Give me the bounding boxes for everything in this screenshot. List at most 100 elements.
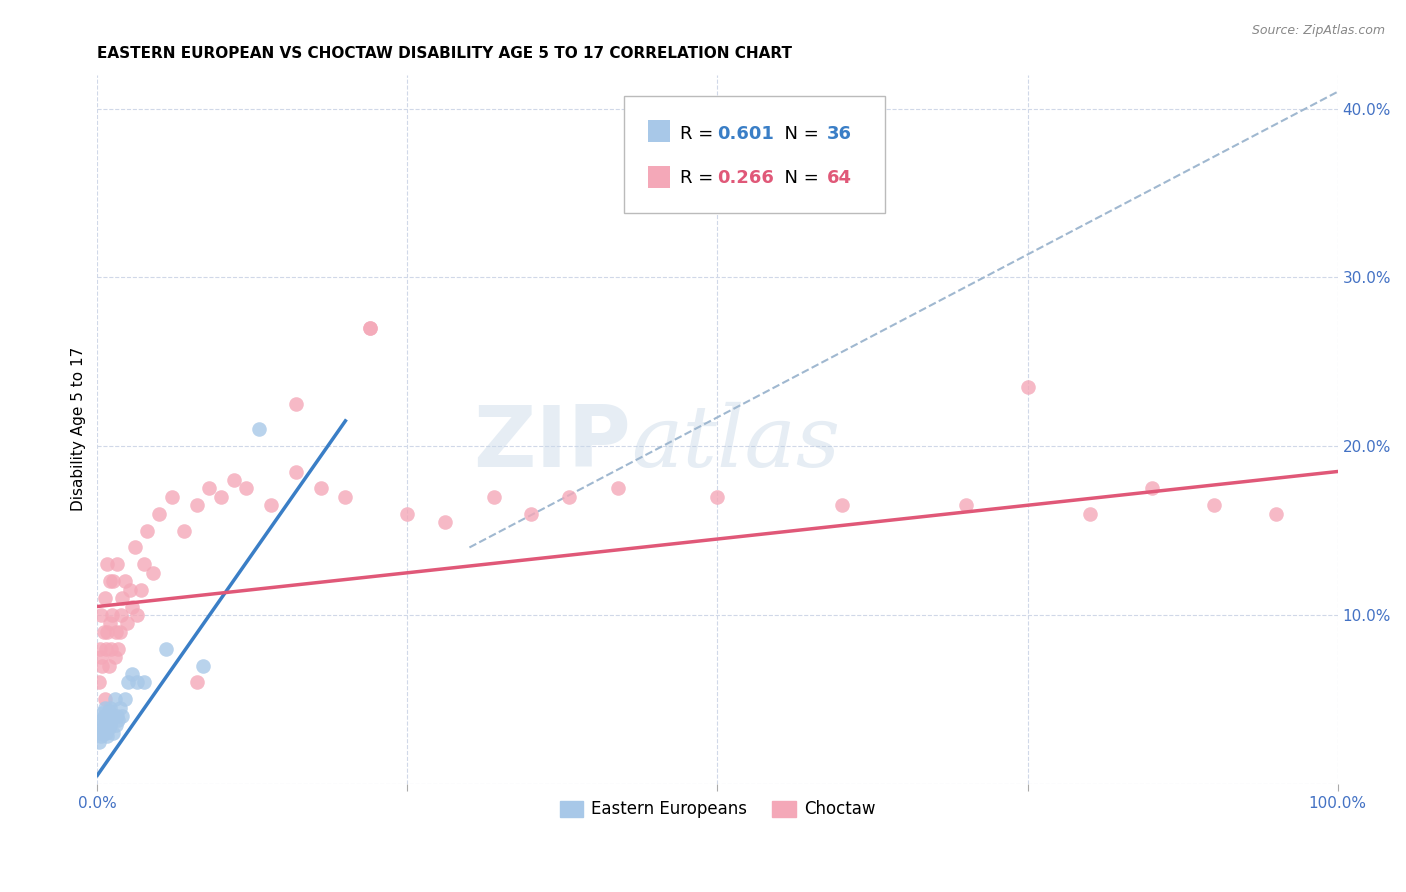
- Point: [104, 717, 127, 731]
- Point: [198, 482, 221, 496]
- Point: [111, 591, 134, 605]
- FancyBboxPatch shape: [648, 120, 671, 142]
- Point: [91, 706, 114, 720]
- Point: [309, 482, 332, 496]
- Point: [134, 558, 156, 572]
- Point: [89, 726, 111, 740]
- Point: [222, 473, 245, 487]
- Point: [94, 717, 117, 731]
- Point: [93, 624, 115, 639]
- Point: [90, 713, 112, 727]
- Point: [1202, 498, 1225, 512]
- Point: [101, 607, 124, 622]
- Text: R =: R =: [681, 169, 720, 186]
- Point: [105, 558, 128, 572]
- Point: [104, 650, 127, 665]
- Text: ZIP: ZIP: [472, 402, 631, 485]
- Point: [110, 607, 132, 622]
- Point: [484, 490, 506, 504]
- Point: [97, 721, 120, 735]
- Point: [121, 599, 143, 614]
- Point: [118, 582, 141, 597]
- Point: [117, 675, 139, 690]
- Point: [359, 321, 381, 335]
- Point: [433, 515, 456, 529]
- Point: [173, 524, 195, 538]
- Y-axis label: Disability Age 5 to 17: Disability Age 5 to 17: [72, 347, 86, 511]
- Point: [235, 482, 257, 496]
- Point: [155, 641, 177, 656]
- Text: R =: R =: [681, 126, 720, 144]
- Point: [108, 700, 131, 714]
- Point: [100, 641, 122, 656]
- Point: [520, 507, 543, 521]
- Point: [90, 650, 112, 665]
- Point: [124, 541, 146, 555]
- FancyBboxPatch shape: [624, 96, 884, 213]
- Point: [284, 465, 307, 479]
- Point: [93, 726, 115, 740]
- Point: [98, 574, 121, 589]
- Point: [97, 704, 120, 718]
- Point: [107, 713, 129, 727]
- Point: [125, 607, 148, 622]
- Point: [134, 675, 156, 690]
- Point: [955, 498, 977, 512]
- Point: [359, 321, 381, 335]
- Point: [98, 616, 121, 631]
- Point: [94, 700, 117, 714]
- Point: [191, 658, 214, 673]
- Point: [104, 692, 127, 706]
- Point: [260, 498, 283, 512]
- Point: [114, 574, 136, 589]
- Point: [114, 692, 136, 706]
- Text: N =: N =: [773, 126, 825, 144]
- Point: [87, 675, 110, 690]
- Point: [96, 558, 118, 572]
- Point: [97, 658, 120, 673]
- Text: Source: ZipAtlas.com: Source: ZipAtlas.com: [1251, 24, 1385, 37]
- Point: [831, 498, 853, 512]
- Point: [557, 490, 579, 504]
- Point: [96, 624, 118, 639]
- Point: [160, 490, 183, 504]
- Point: [96, 730, 118, 744]
- Point: [136, 524, 159, 538]
- Legend: Eastern Europeans, Choctaw: Eastern Europeans, Choctaw: [553, 794, 882, 825]
- Point: [129, 582, 152, 597]
- Point: [90, 730, 112, 744]
- Point: [284, 397, 307, 411]
- Point: [142, 566, 165, 580]
- Point: [94, 713, 117, 727]
- Point: [706, 490, 728, 504]
- Point: [1078, 507, 1101, 521]
- Point: [104, 624, 127, 639]
- Point: [100, 713, 122, 727]
- Point: [94, 692, 117, 706]
- Point: [396, 507, 419, 521]
- Point: [101, 709, 124, 723]
- Point: [209, 490, 232, 504]
- Point: [121, 667, 143, 681]
- Point: [111, 709, 134, 723]
- Point: [87, 734, 110, 748]
- Point: [335, 490, 357, 504]
- Text: 36: 36: [827, 126, 852, 144]
- Point: [108, 624, 131, 639]
- Text: N =: N =: [773, 169, 825, 186]
- Point: [96, 709, 118, 723]
- Text: EASTERN EUROPEAN VS CHOCTAW DISABILITY AGE 5 TO 17 CORRELATION CHART: EASTERN EUROPEAN VS CHOCTAW DISABILITY A…: [97, 46, 793, 62]
- Point: [115, 616, 138, 631]
- Point: [90, 607, 112, 622]
- Point: [148, 507, 170, 521]
- Point: [186, 498, 208, 512]
- Point: [107, 641, 129, 656]
- Point: [105, 709, 128, 723]
- Point: [607, 482, 630, 496]
- Point: [98, 717, 121, 731]
- Text: atlas: atlas: [631, 402, 839, 485]
- Point: [89, 717, 111, 731]
- Point: [98, 700, 121, 714]
- Point: [89, 641, 111, 656]
- Point: [247, 422, 270, 436]
